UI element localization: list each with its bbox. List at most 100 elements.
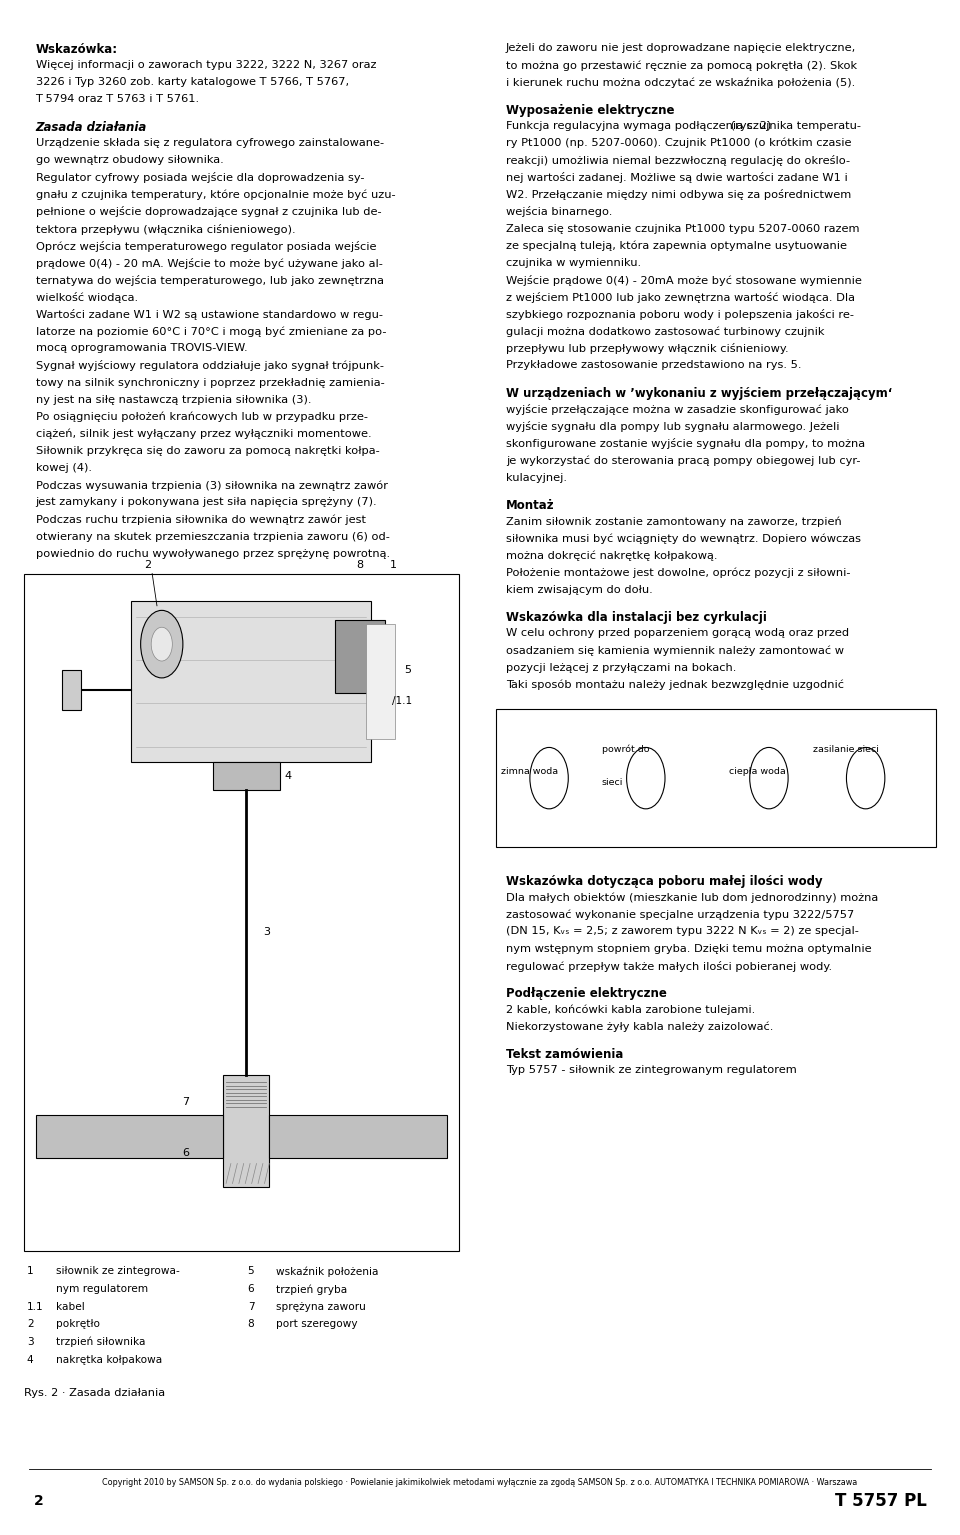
Text: sieci: sieci <box>602 778 623 787</box>
Text: 2: 2 <box>34 1494 43 1509</box>
Text: go wewnątrz obudowy siłownika.: go wewnątrz obudowy siłownika. <box>36 155 224 166</box>
Text: sprężyna zaworu: sprężyna zaworu <box>276 1302 367 1312</box>
Text: zastosować wykonanie specjalne urządzenia typu 3222/5757: zastosować wykonanie specjalne urządzeni… <box>506 909 854 919</box>
Text: (DN 15, Kᵥₛ = 2,5; z zaworem typu 3222 N Kᵥₛ = 2) ze specjal-: (DN 15, Kᵥₛ = 2,5; z zaworem typu 3222 N… <box>506 927 859 936</box>
Text: W urządzeniach w ’wykonaniu z wyjściem przełączającym‘: W urządzeniach w ’wykonaniu z wyjściem p… <box>506 387 892 401</box>
Text: Copyright 2010 by SAMSON Sp. z o.o. do wydania polskiego · Powielanie jakimikolw: Copyright 2010 by SAMSON Sp. z o.o. do w… <box>103 1478 857 1487</box>
Text: Zasada działania: Zasada działania <box>36 121 147 134</box>
Text: Po osiągnięciu położeń krańcowych lub w przypadku prze-: Po osiągnięciu położeń krańcowych lub w … <box>36 411 368 422</box>
Text: je wykorzystać do sterowania pracą pompy obiegowej lub cyr-: je wykorzystać do sterowania pracą pompy… <box>506 456 860 467</box>
FancyBboxPatch shape <box>496 709 936 847</box>
Text: gnału z czujnika temperatury, które opcjonalnie może być uzu-: gnału z czujnika temperatury, które opcj… <box>36 189 396 200</box>
Text: Funkcja regulacyjna wymaga podłączenia czujnika temperatu-: Funkcja regulacyjna wymaga podłączenia c… <box>506 121 861 130</box>
Text: Podczas ruchu trzpienia siłownika do wewnątrz zawór jest: Podczas ruchu trzpienia siłownika do wew… <box>36 514 366 525</box>
Text: wyjście przełączające można w zasadzie skonfigurować jako: wyjście przełączające można w zasadzie s… <box>506 404 849 414</box>
Text: skonfigurowane zostanie wyjście sygnału dla pompy, to można: skonfigurowane zostanie wyjście sygnału … <box>506 439 865 450</box>
Text: kowej (4).: kowej (4). <box>36 464 91 473</box>
Text: nym regulatorem: nym regulatorem <box>56 1283 148 1294</box>
Text: 3226 i Typ 3260 zob. karty katalogowe T 5766, T 5767,: 3226 i Typ 3260 zob. karty katalogowe T … <box>36 77 348 87</box>
Text: 2: 2 <box>27 1320 34 1329</box>
Text: nym wstępnym stopniem gryba. Dzięki temu można optymalnie: nym wstępnym stopniem gryba. Dzięki temu… <box>506 944 872 953</box>
Text: osadzaniem się kamienia wymiennik należy zamontować w: osadzaniem się kamienia wymiennik należy… <box>506 645 844 655</box>
Text: czujnika w wymienniku.: czujnika w wymienniku. <box>506 258 641 267</box>
Text: kiem zwisającym do dołu.: kiem zwisającym do dołu. <box>506 585 653 594</box>
Text: 6: 6 <box>248 1283 254 1294</box>
Text: trzpień gryba: trzpień gryba <box>276 1283 348 1294</box>
Text: i kierunek ruchu można odczytać ze wskaźnika położenia (5).: i kierunek ruchu można odczytać ze wskaź… <box>506 77 855 87</box>
Text: wielkość wiodąca.: wielkość wiodąca. <box>36 292 137 302</box>
Text: Montaż: Montaż <box>506 499 555 513</box>
Text: ternatywa do wejścia temperaturowego, lub jako zewnętrzna: ternatywa do wejścia temperaturowego, lu… <box>36 275 383 286</box>
Text: 2 kable, końcówki kabla zarobione tulejami.: 2 kable, końcówki kabla zarobione tuleja… <box>506 1004 756 1015</box>
Bar <box>334 620 385 694</box>
Text: towy na silnik synchroniczny i poprzez przekładnię zamienia-: towy na silnik synchroniczny i poprzez p… <box>36 378 384 387</box>
Text: Wskazówka dotycząca poboru małej ilości wody: Wskazówka dotycząca poboru małej ilości … <box>506 875 823 889</box>
Text: Zaleca się stosowanie czujnika Pt1000 typu 5207-0060 razem: Zaleca się stosowanie czujnika Pt1000 ty… <box>506 224 859 233</box>
Text: Więcej informacji o zaworach typu 3222, 3222 N, 3267 oraz: Więcej informacji o zaworach typu 3222, … <box>36 60 376 71</box>
Text: Rys. 2 · Zasada działania: Rys. 2 · Zasada działania <box>24 1388 165 1398</box>
Text: mocą oprogramowania TROVIS-VIEW.: mocą oprogramowania TROVIS-VIEW. <box>36 344 247 353</box>
Text: reakcji) umożliwia niemal bezzwłoczną regulację do określo-: reakcji) umożliwia niemal bezzwłoczną re… <box>506 155 850 166</box>
Text: 8: 8 <box>356 560 364 571</box>
Text: 2: 2 <box>145 560 152 571</box>
Text: pokrętło: pokrętło <box>56 1320 100 1329</box>
Circle shape <box>152 628 173 662</box>
Text: W celu ochrony przed poparzeniem gorącą wodą oraz przed: W celu ochrony przed poparzeniem gorącą … <box>506 628 849 639</box>
Circle shape <box>750 748 788 809</box>
Text: Zanim siłownik zostanie zamontowany na zaworze, trzpień: Zanim siłownik zostanie zamontowany na z… <box>506 516 842 527</box>
Text: wejścia binarnego.: wejścia binarnego. <box>506 206 612 218</box>
FancyBboxPatch shape <box>24 574 459 1251</box>
Text: ze specjalną tuleją, która zapewnia optymalne usytuowanie: ze specjalną tuleją, która zapewnia opty… <box>506 241 847 252</box>
Bar <box>366 625 396 740</box>
Text: Tekst zamówienia: Tekst zamówienia <box>506 1048 623 1061</box>
Text: jest zamykany i pokonywana jest siła napięcia sprężyny (7).: jest zamykany i pokonywana jest siła nap… <box>36 497 377 508</box>
Text: 4: 4 <box>284 771 292 781</box>
Text: siłownika musi być wciągnięty do wewnątrz. Dopiero wówczas: siłownika musi być wciągnięty do wewnątr… <box>506 533 861 543</box>
Text: Przykładowe zastosowanie przedstawiono na rys. 5.: Przykładowe zastosowanie przedstawiono n… <box>506 361 802 370</box>
Text: wyjście sygnału dla pompy lub sygnału alarmowego. Jeżeli: wyjście sygnału dla pompy lub sygnału al… <box>506 421 839 433</box>
Text: nakrętka kołpakowa: nakrętka kołpakowa <box>56 1355 162 1365</box>
Text: powrót do: powrót do <box>602 744 649 754</box>
Circle shape <box>627 748 665 809</box>
Text: Taki sposób montażu należy jednak bezwzględnie uzgodnić: Taki sposób montażu należy jednak bezwzg… <box>506 680 844 691</box>
Bar <box>269 1114 447 1157</box>
Text: Wyposażenie elektryczne: Wyposażenie elektryczne <box>506 104 675 117</box>
Text: W2. Przełączanie między nimi odbywa się za pośrednictwem: W2. Przełączanie między nimi odbywa się … <box>506 189 852 200</box>
Text: 4: 4 <box>27 1355 34 1365</box>
Text: kulacyjnej.: kulacyjnej. <box>506 473 567 482</box>
Text: prądowe 0(4) - 20 mA. Wejście to może być używane jako al-: prądowe 0(4) - 20 mA. Wejście to może by… <box>36 258 382 269</box>
Text: 1: 1 <box>27 1266 34 1277</box>
Text: ny jest na siłę nastawczą trzpienia siłownika (3).: ny jest na siłę nastawczą trzpienia siło… <box>36 394 311 405</box>
Text: Regulator cyfrowy posiada wejście dla doprowadzenia sy-: Regulator cyfrowy posiada wejście dla do… <box>36 172 364 183</box>
Text: powiednio do ruchu wywoływanego przez sprężynę powrotną.: powiednio do ruchu wywoływanego przez sp… <box>36 548 390 559</box>
Bar <box>131 602 371 763</box>
Text: pełnione o wejście doprowadzające sygnał z czujnika lub de-: pełnione o wejście doprowadzające sygnał… <box>36 206 381 218</box>
Text: Typ 5757 - siłownik ze zintegrowanym regulatorem: Typ 5757 - siłownik ze zintegrowanym reg… <box>506 1065 797 1074</box>
Text: Podłączenie elektryczne: Podłączenie elektryczne <box>506 987 667 1001</box>
Text: ry Pt1000 (np. 5207-0060). Czujnik Pt1000 (o krótkim czasie: ry Pt1000 (np. 5207-0060). Czujnik Pt100… <box>506 138 852 149</box>
Text: Wskazówka:: Wskazówka: <box>36 43 118 55</box>
Text: tektora przepływu (włącznika ciśnieniowego).: tektora przepływu (włącznika ciśnieniowe… <box>36 224 295 235</box>
Text: (rys. 2): (rys. 2) <box>728 121 772 130</box>
Text: 7: 7 <box>182 1098 190 1107</box>
Text: Wskazówka dla instalacji bez cyrkulacji: Wskazówka dla instalacji bez cyrkulacji <box>506 611 767 625</box>
Text: /1.1: /1.1 <box>392 695 412 706</box>
Text: 7: 7 <box>248 1302 254 1312</box>
Bar <box>62 669 82 709</box>
Circle shape <box>847 748 885 809</box>
Text: latorze na poziomie 60°C i 70°C i mogą być zmieniane za po-: latorze na poziomie 60°C i 70°C i mogą b… <box>36 327 386 336</box>
Text: zimna woda: zimna woda <box>501 768 559 777</box>
Text: kabel: kabel <box>56 1302 84 1312</box>
Text: zasilanie sieci: zasilanie sieci <box>813 744 878 754</box>
Text: Położenie montażowe jest dowolne, oprócz pozycji z siłowni-: Położenie montażowe jest dowolne, oprócz… <box>506 568 851 579</box>
Text: Dla małych obiektów (mieszkanie lub dom jednorodzinny) można: Dla małych obiektów (mieszkanie lub dom … <box>506 892 878 903</box>
Text: 3: 3 <box>263 927 271 938</box>
Text: T 5794 oraz T 5763 i T 5761.: T 5794 oraz T 5763 i T 5761. <box>36 94 200 104</box>
Text: 1.1: 1.1 <box>27 1302 43 1312</box>
Text: pozycji leżącej z przyłączami na bokach.: pozycji leżącej z przyłączami na bokach. <box>506 663 736 672</box>
Text: można dokręcić nakrętkę kołpakową.: można dokręcić nakrętkę kołpakową. <box>506 551 717 560</box>
Text: gulacji można dodatkowo zastosować turbinowy czujnik: gulacji można dodatkowo zastosować turbi… <box>506 327 825 336</box>
Circle shape <box>530 748 568 809</box>
Text: 5: 5 <box>248 1266 254 1277</box>
Bar <box>213 763 280 791</box>
